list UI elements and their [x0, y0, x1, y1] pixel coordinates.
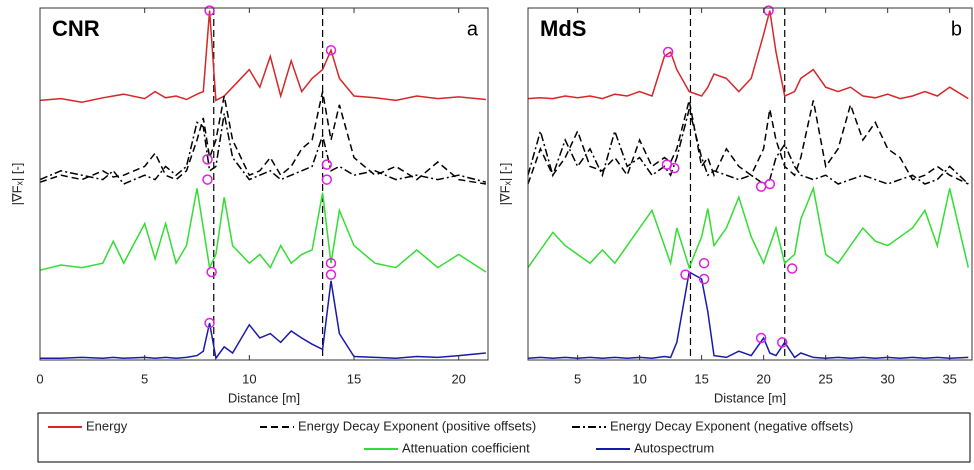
marker: [206, 266, 217, 278]
series-line: [527, 270, 969, 359]
series-line: [39, 91, 487, 185]
panel-title: CNR: [52, 16, 100, 41]
x-tick-label: 10: [632, 371, 646, 386]
marker: [202, 154, 213, 165]
marker: [202, 174, 213, 185]
legend-label: Energy Decay Exponent (negative offsets): [610, 418, 853, 433]
y-axis-label: |∇Fₓ| [-]: [497, 163, 512, 206]
x-tick-label: 5: [574, 371, 581, 386]
marker: [321, 159, 333, 170]
series-line: [40, 280, 486, 361]
marker: [755, 332, 767, 344]
series-line: [527, 185, 970, 270]
legend-label: Autospectrum: [634, 440, 714, 455]
x-tick-label: 15: [694, 371, 708, 386]
x-tick-label: 5: [141, 371, 148, 386]
series-line: [527, 100, 969, 185]
x-axis-label: Distance [m]: [714, 390, 786, 405]
series-line: [39, 188, 487, 273]
panel-letter: b: [951, 18, 962, 40]
marker: [325, 269, 337, 280]
marker: [204, 317, 215, 329]
marker: [764, 178, 776, 190]
series-line: [527, 10, 969, 100]
marker: [669, 162, 680, 174]
x-tick-label: 10: [242, 371, 256, 386]
legend-label: Attenuation coefficient: [402, 440, 530, 455]
x-tick-label: 20: [451, 371, 465, 386]
plot-frame: [39, 7, 489, 361]
legend-label: Energy: [86, 418, 128, 433]
marker: [755, 181, 767, 192]
marker: [786, 263, 798, 274]
x-tick-label: 20: [756, 371, 770, 386]
marker: [321, 174, 333, 185]
marker: [325, 257, 337, 269]
marker: [698, 273, 710, 285]
marker: [325, 44, 337, 56]
marker: [204, 5, 215, 16]
legend-label: Energy Decay Exponent (positive offsets): [298, 418, 536, 433]
x-tick-label: 30: [880, 371, 894, 386]
x-tick-label: 35: [942, 371, 956, 386]
marker: [698, 257, 710, 269]
x-tick-label: 0: [36, 371, 43, 386]
series-line: [527, 109, 969, 185]
plot-frame: [527, 7, 973, 361]
series-line: [39, 113, 487, 185]
x-axis-label: Distance [m]: [228, 390, 300, 405]
marker: [680, 269, 691, 280]
series-line: [39, 10, 486, 103]
x-tick-label: 25: [818, 371, 832, 386]
panel-letter: a: [467, 18, 479, 40]
x-tick-label: 15: [347, 371, 361, 386]
y-axis-label: |∇Fₓ| [-]: [9, 163, 24, 206]
panel-title: MdS: [540, 16, 586, 41]
legend-box: [37, 412, 971, 463]
marker: [776, 337, 788, 348]
marker: [662, 46, 674, 58]
